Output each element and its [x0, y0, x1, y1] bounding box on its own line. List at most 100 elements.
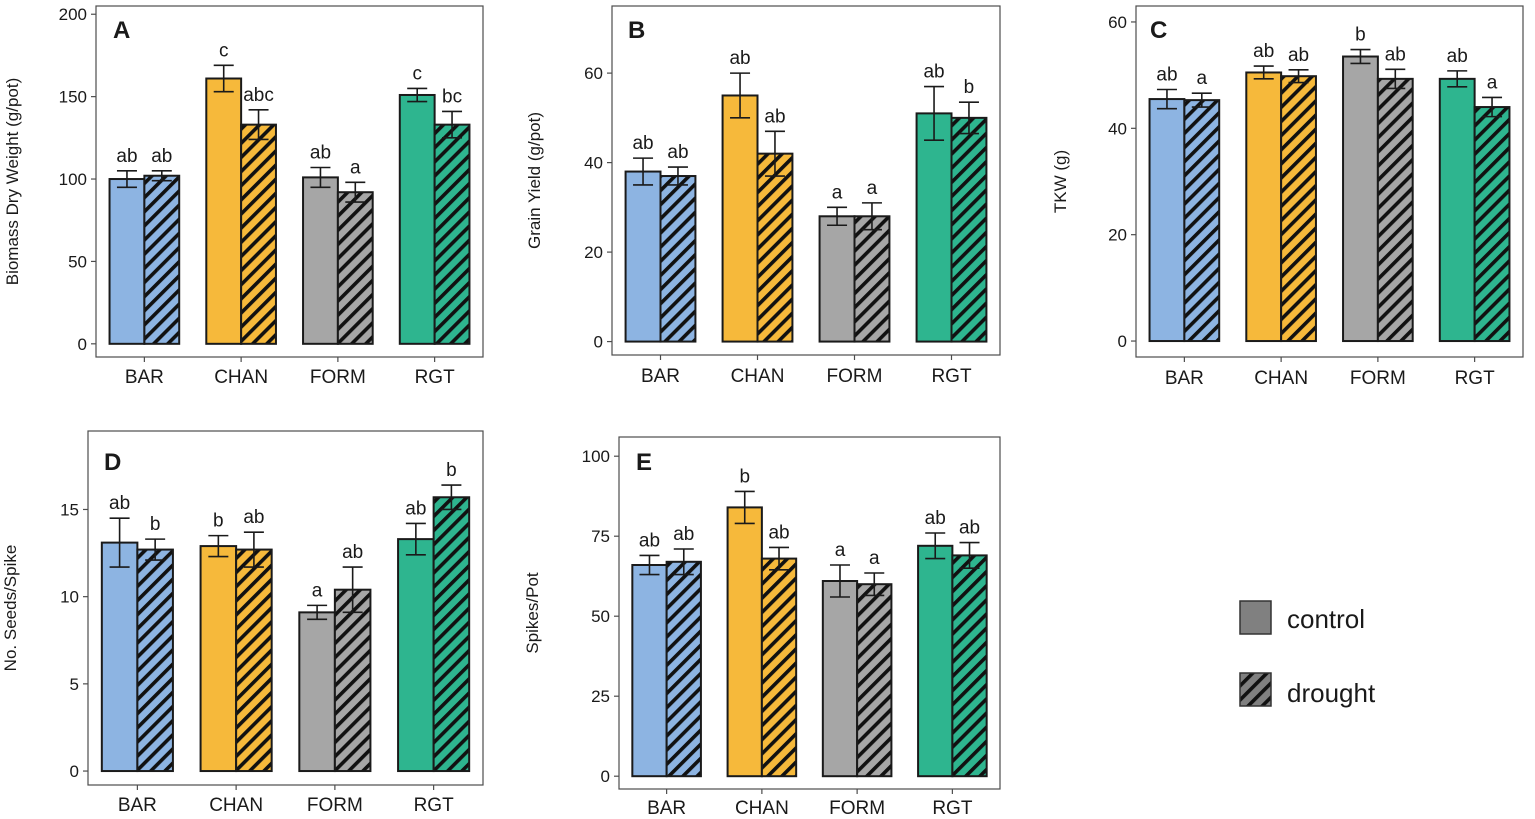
- significance-label: a: [832, 182, 843, 203]
- bar-control-chan: [205, 77, 243, 345]
- bar-control-chan: [1245, 71, 1283, 343]
- significance-label: a: [835, 540, 846, 561]
- y-tick-label: 0: [601, 767, 610, 786]
- y-tick-label: 200: [59, 5, 87, 24]
- significance-label: c: [219, 40, 229, 61]
- x-tick-label: RGT: [415, 367, 456, 388]
- bar-control-bar: [1148, 98, 1186, 343]
- y-axis-label: Grain Yield (g/pot): [525, 112, 544, 249]
- x-tick-label: FORM: [1350, 368, 1406, 389]
- bar-drought-bar: [665, 560, 702, 778]
- significance-label: ab: [959, 518, 980, 539]
- significance-label: abc: [243, 85, 274, 106]
- x-tick-label: FORM: [307, 795, 363, 816]
- x-tick-label: BAR: [1165, 368, 1204, 389]
- legend-label-drought: drought: [1287, 678, 1376, 708]
- significance-label: ab: [342, 542, 363, 563]
- bar-drought-form: [856, 583, 893, 778]
- bar-drought-form: [853, 215, 891, 343]
- x-tick-label: RGT: [414, 795, 455, 816]
- x-tick-label: FORM: [829, 798, 885, 819]
- significance-label: a: [1197, 68, 1208, 89]
- significance-label: ab: [764, 106, 785, 127]
- y-tick-label: 20: [1108, 226, 1127, 245]
- x-tick-label: BAR: [647, 798, 686, 819]
- y-tick-label: 25: [591, 687, 610, 706]
- bar-control-bar: [624, 170, 662, 343]
- significance-label: ab: [1385, 44, 1406, 65]
- significance-label: ab: [923, 62, 944, 83]
- significance-label: bc: [442, 86, 462, 107]
- significance-label: ab: [673, 524, 694, 545]
- y-tick-label: 20: [584, 243, 603, 262]
- bar-drought-chan: [1280, 75, 1317, 343]
- bar-control-form: [1342, 55, 1379, 343]
- significance-label: a: [350, 157, 361, 178]
- x-tick-label: CHAN: [214, 367, 268, 388]
- bar-control-bar: [631, 564, 668, 778]
- significance-label: ab: [310, 142, 331, 163]
- significance-label: ab: [243, 507, 264, 528]
- panel-letter: E: [636, 449, 652, 476]
- bar-drought-bar: [659, 175, 697, 343]
- bar-drought-form: [336, 191, 374, 345]
- y-tick-label: 150: [59, 88, 87, 107]
- significance-label: ab: [667, 142, 688, 163]
- y-tick-label: 0: [594, 333, 603, 352]
- significance-label: ab: [768, 522, 789, 543]
- bar-control-form: [298, 611, 336, 773]
- significance-label: ab: [1156, 64, 1177, 85]
- significance-label: a: [869, 548, 880, 569]
- x-tick-label: CHAN: [1254, 368, 1308, 389]
- y-axis-label: No. Seeds/Spike: [1, 545, 20, 672]
- significance-label: ab: [1288, 45, 1309, 66]
- x-tick-label: RGT: [932, 798, 973, 819]
- bar-drought-form: [333, 588, 372, 773]
- bar-drought-rgt: [951, 554, 988, 778]
- bar-drought-bar: [136, 548, 174, 773]
- significance-label: b: [150, 514, 161, 535]
- y-tick-label: 60: [1108, 13, 1127, 32]
- y-axis-label: TKW (g): [1051, 150, 1070, 213]
- y-tick-label: 100: [582, 447, 610, 466]
- panel-letter: C: [1150, 17, 1167, 44]
- bar-drought-rgt: [950, 116, 988, 343]
- significance-label: ab: [925, 508, 946, 529]
- bar-control-chan: [726, 506, 763, 778]
- bar-control-rgt: [1438, 77, 1476, 343]
- y-tick-label: 0: [78, 335, 87, 354]
- bar-control-bar: [100, 541, 139, 773]
- bar-control-form: [821, 580, 859, 778]
- y-tick-label: 75: [591, 527, 610, 546]
- bar-control-bar: [108, 178, 146, 345]
- bar-control-chan: [199, 545, 238, 773]
- significance-label: b: [1355, 25, 1366, 46]
- significance-label: b: [964, 77, 975, 98]
- bar-drought-chan: [760, 557, 798, 778]
- x-tick-label: BAR: [125, 367, 164, 388]
- bar-drought-chan: [756, 152, 794, 343]
- y-tick-label: 0: [1118, 332, 1127, 351]
- bar-control-form: [302, 176, 339, 345]
- bar-control-rgt: [915, 112, 953, 343]
- significance-label: ab: [1253, 41, 1274, 62]
- significance-label: ab: [116, 146, 137, 167]
- x-tick-label: CHAN: [735, 798, 789, 819]
- bar-drought-form: [1376, 77, 1414, 343]
- x-tick-label: FORM: [310, 367, 366, 388]
- y-tick-label: 0: [70, 762, 79, 781]
- bar-control-rgt: [398, 93, 436, 345]
- significance-label: ab: [151, 146, 172, 167]
- significance-label: c: [412, 63, 422, 84]
- y-tick-label: 100: [59, 170, 87, 189]
- significance-label: a: [312, 580, 323, 601]
- significance-label: a: [1487, 72, 1498, 93]
- bar-drought-bar: [143, 174, 181, 345]
- legend-swatch-control: [1239, 600, 1272, 635]
- bar-control-form: [818, 215, 856, 343]
- y-tick-label: 40: [1108, 119, 1127, 138]
